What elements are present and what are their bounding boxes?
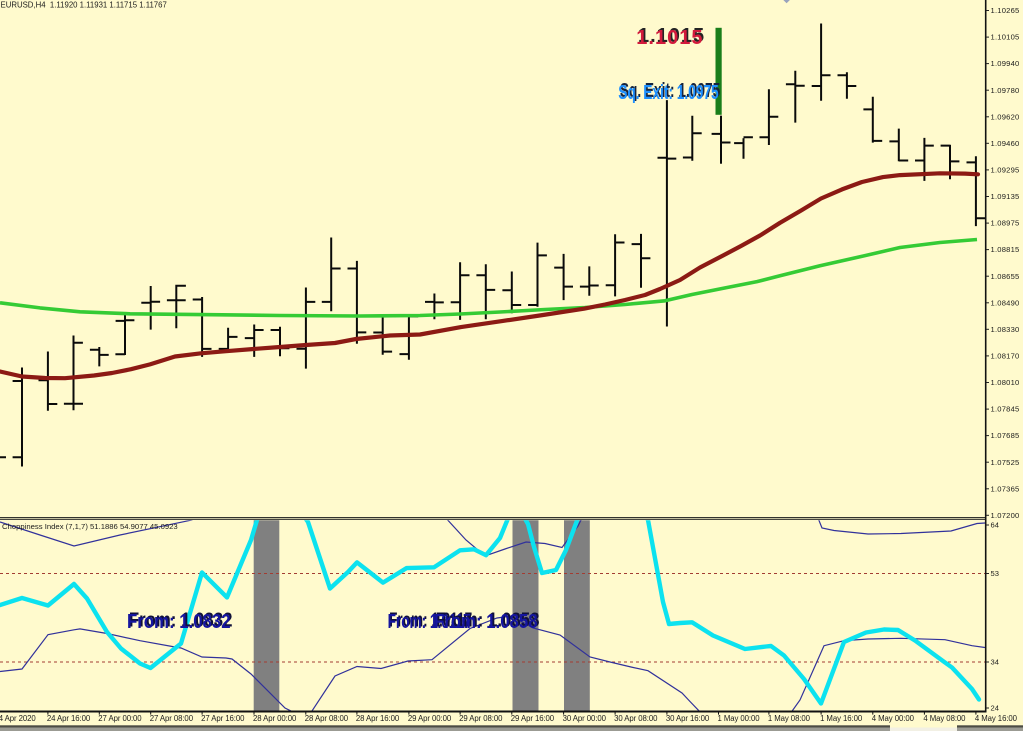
svg-text:1.08490: 1.08490	[991, 298, 1020, 307]
svg-text:From: 1.0117: From: 1.0117	[389, 609, 472, 631]
svg-text:1.07845: 1.07845	[991, 405, 1020, 414]
svg-text:64: 64	[991, 521, 999, 530]
svg-text:4 May 00:00: 4 May 00:00	[872, 714, 915, 723]
svg-text:27 Apr 00:00: 27 Apr 00:00	[98, 714, 142, 723]
svg-text:29 Apr 00:00: 29 Apr 00:00	[408, 714, 452, 723]
svg-text:From: 1.0858: From: 1.0858	[436, 608, 540, 631]
svg-text:1.09780: 1.09780	[991, 86, 1020, 95]
svg-text:1.09460: 1.09460	[991, 139, 1020, 148]
svg-text:From: 1.0832: From: 1.0832	[129, 608, 233, 631]
svg-text:30 Apr 00:00: 30 Apr 00:00	[563, 714, 607, 723]
svg-text:1.08170: 1.08170	[991, 352, 1020, 361]
svg-text:29 Apr 08:00: 29 Apr 08:00	[459, 714, 503, 723]
svg-text:30 Apr 08:00: 30 Apr 08:00	[614, 714, 658, 723]
svg-text:28 Apr 08:00: 28 Apr 08:00	[305, 714, 349, 723]
svg-text:24 Apr 16:00: 24 Apr 16:00	[47, 714, 91, 723]
svg-text:4 May 16:00: 4 May 16:00	[975, 714, 1018, 723]
svg-text:1.10265: 1.10265	[991, 6, 1020, 15]
svg-text:1.1015: 1.1015	[638, 25, 705, 47]
svg-text:34: 34	[991, 658, 999, 667]
svg-text:1 May 00:00: 1 May 00:00	[718, 714, 761, 723]
svg-text:24 Apr 2020: 24 Apr 2020	[0, 714, 36, 723]
svg-text:1.08010: 1.08010	[991, 378, 1020, 387]
svg-text:53: 53	[991, 569, 999, 578]
svg-text:27 Apr 08:00: 27 Apr 08:00	[150, 714, 194, 723]
svg-text:1.1015: 1.1015	[636, 27, 703, 49]
svg-text:1 May 16:00: 1 May 16:00	[820, 714, 863, 723]
svg-text:1.08815: 1.08815	[991, 245, 1020, 254]
svg-text:29 Apr 16:00: 29 Apr 16:00	[511, 714, 555, 723]
svg-text:From: 1.0858: From: 1.0858	[434, 610, 538, 633]
svg-text:1.07365: 1.07365	[991, 484, 1020, 493]
svg-text:1.08655: 1.08655	[991, 272, 1020, 281]
svg-text:1.09295: 1.09295	[991, 166, 1020, 175]
svg-text:1 May 08:00: 1 May 08:00	[768, 714, 811, 723]
svg-text:30 Apr 16:00: 30 Apr 16:00	[666, 714, 710, 723]
svg-text:1.07525: 1.07525	[991, 458, 1020, 467]
svg-text:27 Apr 16:00: 27 Apr 16:00	[201, 714, 245, 723]
svg-text:1.10105: 1.10105	[991, 33, 1020, 42]
svg-text:1.09940: 1.09940	[991, 59, 1020, 68]
svg-text:24: 24	[991, 704, 999, 713]
svg-text:1.08330: 1.08330	[991, 325, 1020, 334]
svg-text:28 Apr 00:00: 28 Apr 00:00	[253, 714, 297, 723]
svg-text:Sq. Exit: 1.0975: Sq. Exit: 1.0975	[620, 79, 721, 102]
svg-text:EURUSD,H4 1.11920 1.11931 1.1: EURUSD,H4 1.11920 1.11931 1.11715 1.1176…	[1, 0, 167, 9]
svg-text:Sq. Exit: 1.0975: Sq. Exit: 1.0975	[618, 80, 719, 103]
svg-text:From: 1.0117: From: 1.0117	[388, 610, 471, 632]
svg-text:Choppiness Index (7,1,7) 51.18: Choppiness Index (7,1,7) 51.1886 54.9077…	[2, 522, 178, 531]
svg-text:1.08975: 1.08975	[991, 219, 1020, 228]
svg-text:1.09620: 1.09620	[991, 112, 1020, 121]
svg-text:1.07200: 1.07200	[991, 511, 1020, 520]
svg-text:28 Apr 16:00: 28 Apr 16:00	[356, 714, 400, 723]
svg-text:1.07685: 1.07685	[991, 431, 1020, 440]
svg-text:From: 1.0832: From: 1.0832	[127, 610, 231, 633]
svg-text:1.09135: 1.09135	[991, 192, 1020, 201]
svg-text:4 May 08:00: 4 May 08:00	[923, 714, 966, 723]
